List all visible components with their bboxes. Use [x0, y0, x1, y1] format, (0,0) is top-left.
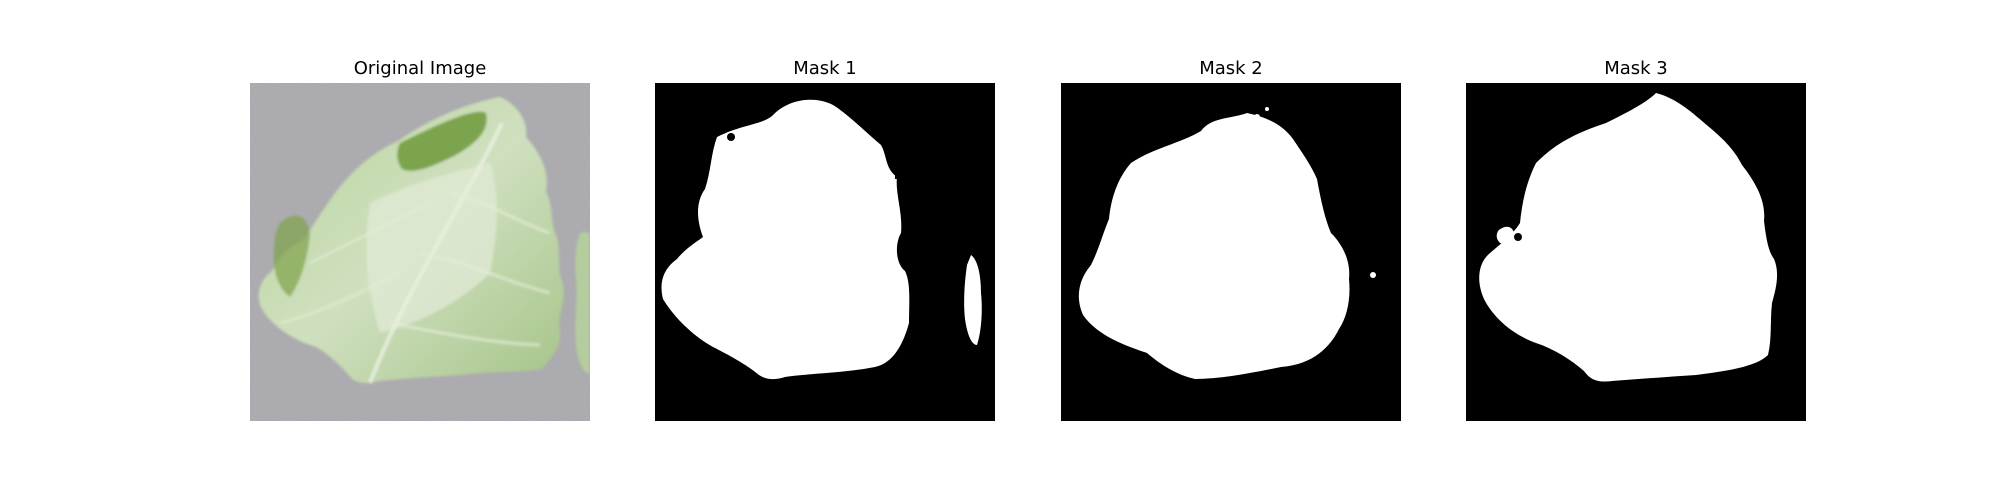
leaf-vein	[279, 271, 401, 325]
mask-2-title: Mask 2	[1199, 58, 1263, 79]
mask-3-title: Mask 3	[1604, 58, 1668, 79]
original-leaf-photo	[250, 83, 590, 421]
mask-1-image	[655, 83, 995, 421]
mask-1-title: Mask 1	[793, 58, 857, 79]
leaf-dark-patch-left	[273, 215, 310, 297]
mask-2-image	[1061, 83, 1401, 421]
leaf-vein	[449, 191, 551, 235]
mask-2-speck	[1254, 114, 1260, 120]
original-image-panel: Original Image	[250, 54, 590, 422]
leaf-dark-patch	[397, 111, 487, 171]
mask-3-fragment	[1496, 226, 1514, 244]
leaf-vein	[389, 321, 541, 347]
mask-3-hole	[1514, 233, 1522, 241]
leaf-midrib	[368, 122, 504, 384]
mask-1-hole	[727, 133, 735, 141]
mask-3-image	[1466, 83, 1806, 421]
mask-1-panel: Mask 1	[655, 54, 995, 422]
original-image-title: Original Image	[353, 58, 487, 79]
leaf-vein	[309, 201, 431, 265]
mask-2-speck	[1265, 107, 1269, 111]
leaf-highlight	[366, 163, 497, 333]
mask-2-region	[1078, 113, 1350, 379]
second-leaf-edge	[575, 232, 590, 374]
mask-2-panel: Mask 2	[1061, 54, 1401, 422]
mask-3-panel: Mask 3	[1466, 54, 1806, 422]
mask-1-notch	[895, 169, 905, 179]
mask-2-speck	[1370, 272, 1376, 278]
leaf-vein	[419, 251, 551, 295]
mask-3-region	[1479, 93, 1778, 382]
mask-1-region	[661, 99, 910, 380]
mask-1-fragment	[964, 255, 982, 345]
